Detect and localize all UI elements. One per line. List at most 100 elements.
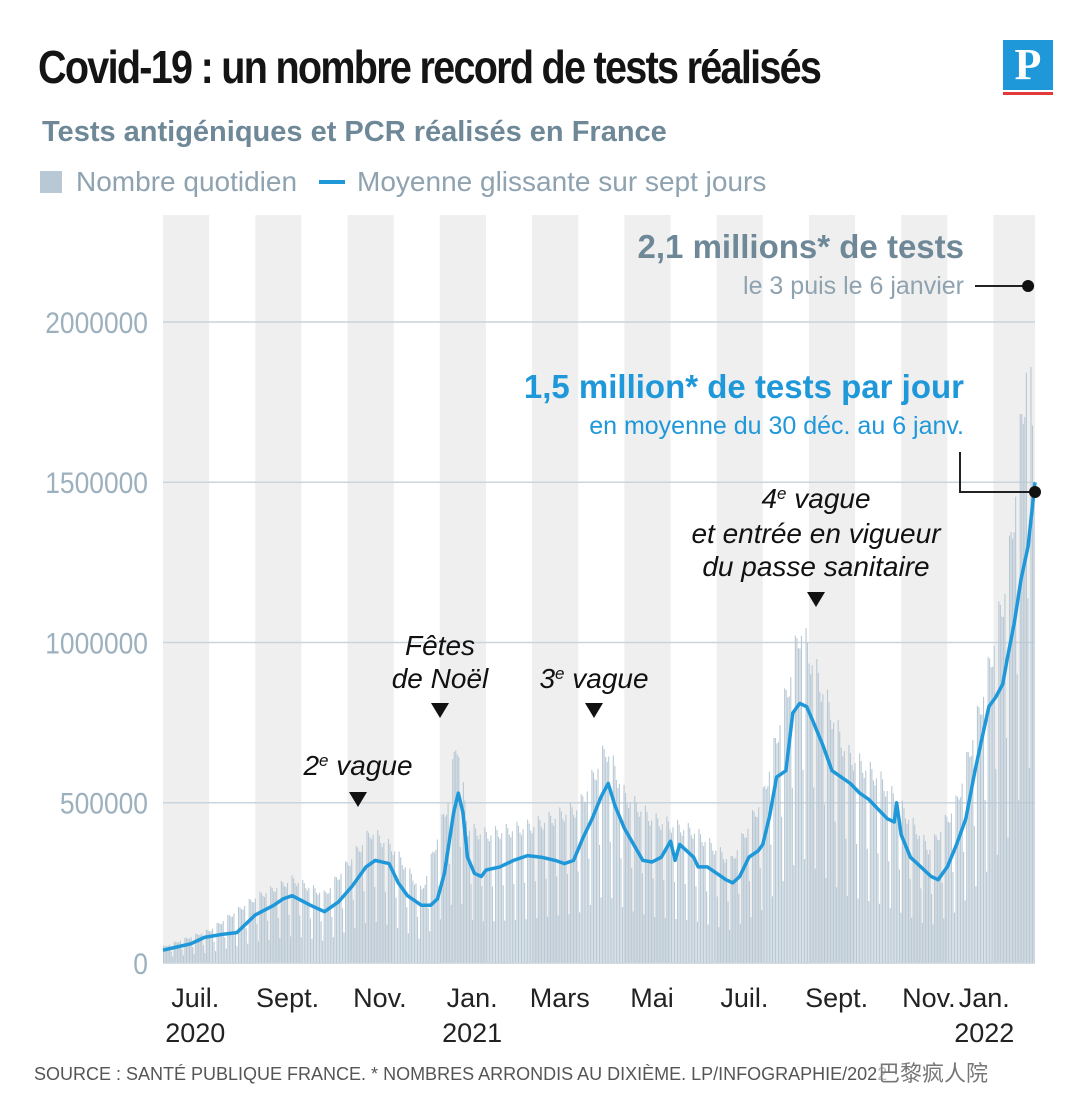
daily-bar <box>257 941 259 963</box>
daily-bar <box>949 822 951 963</box>
daily-bar <box>387 838 389 963</box>
daily-bar <box>981 714 983 963</box>
daily-bar <box>990 667 992 963</box>
daily-bar <box>609 841 611 963</box>
daily-bar <box>744 837 746 963</box>
x-tick-label: Juil. <box>720 983 768 1013</box>
daily-bar <box>482 921 484 963</box>
daily-bar <box>409 868 411 963</box>
daily-bar <box>975 886 977 963</box>
daily-bar <box>502 885 504 963</box>
daily-bar <box>794 635 796 963</box>
daily-bar <box>205 929 207 963</box>
daily-bar <box>390 851 393 963</box>
daily-bar <box>909 878 911 963</box>
daily-bar <box>357 847 359 963</box>
daily-bar <box>254 898 256 963</box>
daily-bar <box>929 850 931 963</box>
daily-bar <box>647 821 650 963</box>
daily-bar <box>897 804 899 963</box>
daily-bar <box>727 901 729 963</box>
daily-bar <box>398 851 400 963</box>
daily-bar <box>840 747 842 963</box>
daily-bar <box>972 740 974 963</box>
daily-bar <box>787 697 789 963</box>
daily-bar <box>323 890 325 963</box>
x-tick-label: Mai <box>630 983 674 1013</box>
daily-bar <box>742 833 744 963</box>
daily-bar <box>597 768 599 963</box>
daily-bar <box>300 937 302 963</box>
daily-bar <box>192 947 194 963</box>
annotation-peak-max-dot <box>1022 280 1035 292</box>
daily-bar <box>319 892 321 963</box>
daily-bar <box>571 807 573 963</box>
daily-bar <box>442 813 445 963</box>
daily-bar <box>1008 535 1011 963</box>
daily-bar <box>721 851 723 963</box>
daily-bar <box>738 893 740 963</box>
daily-bar <box>239 907 241 963</box>
daily-bar <box>768 771 770 963</box>
daily-bar <box>698 828 700 963</box>
daily-bar <box>514 919 516 963</box>
daily-bar <box>251 901 253 963</box>
daily-bar <box>995 768 997 963</box>
daily-bar <box>895 809 897 963</box>
daily-bar <box>293 878 295 963</box>
daily-bar <box>498 836 500 963</box>
daily-bar <box>908 819 910 963</box>
daily-bar <box>569 803 572 963</box>
daily-bar <box>501 833 503 963</box>
daily-bar <box>452 759 454 963</box>
daily-bar <box>296 885 298 963</box>
daily-bar <box>315 892 318 963</box>
daily-bar <box>667 821 669 963</box>
daily-bar <box>270 886 272 963</box>
daily-bar <box>568 914 570 963</box>
daily-bar <box>643 914 645 963</box>
daily-bar <box>666 816 668 963</box>
daily-bar <box>274 892 276 963</box>
daily-bar <box>358 851 360 963</box>
daily-bar <box>505 823 507 963</box>
daily-bar <box>917 839 919 963</box>
daily-bar <box>924 841 926 963</box>
daily-bar <box>810 674 812 963</box>
daily-bar <box>253 902 255 963</box>
daily-bar <box>996 854 998 963</box>
daily-bar <box>958 799 960 963</box>
daily-bar <box>234 932 237 963</box>
daily-bar <box>577 871 579 963</box>
daily-bar <box>453 751 455 963</box>
daily-bar <box>878 903 881 963</box>
daily-bar <box>225 948 227 963</box>
daily-bar <box>586 791 588 963</box>
daily-bar <box>875 778 877 963</box>
daily-bar <box>343 932 345 963</box>
daily-bar <box>852 770 855 963</box>
x-tick-year: 2020 <box>165 1018 225 1048</box>
daily-bar <box>761 910 763 963</box>
daily-bar <box>187 938 189 963</box>
daily-bar <box>285 887 287 963</box>
daily-bar <box>904 818 907 963</box>
daily-bar <box>823 804 825 963</box>
daily-bar <box>664 918 666 963</box>
daily-bar <box>504 920 506 963</box>
daily-bar <box>1007 837 1009 963</box>
brand-logo: P <box>1003 40 1053 90</box>
daily-bar <box>511 831 513 963</box>
daily-bar <box>302 879 304 963</box>
annotation-noel-text: Fêtes <box>405 630 475 661</box>
daily-bar <box>348 865 350 963</box>
daily-bar <box>230 916 232 963</box>
daily-bar <box>517 825 520 963</box>
daily-bar <box>539 820 541 963</box>
daily-bar <box>484 827 486 963</box>
daily-bar <box>341 908 344 963</box>
daily-bar <box>724 862 726 963</box>
daily-bar <box>294 883 296 963</box>
daily-bar <box>969 757 971 963</box>
daily-bar <box>250 899 252 963</box>
